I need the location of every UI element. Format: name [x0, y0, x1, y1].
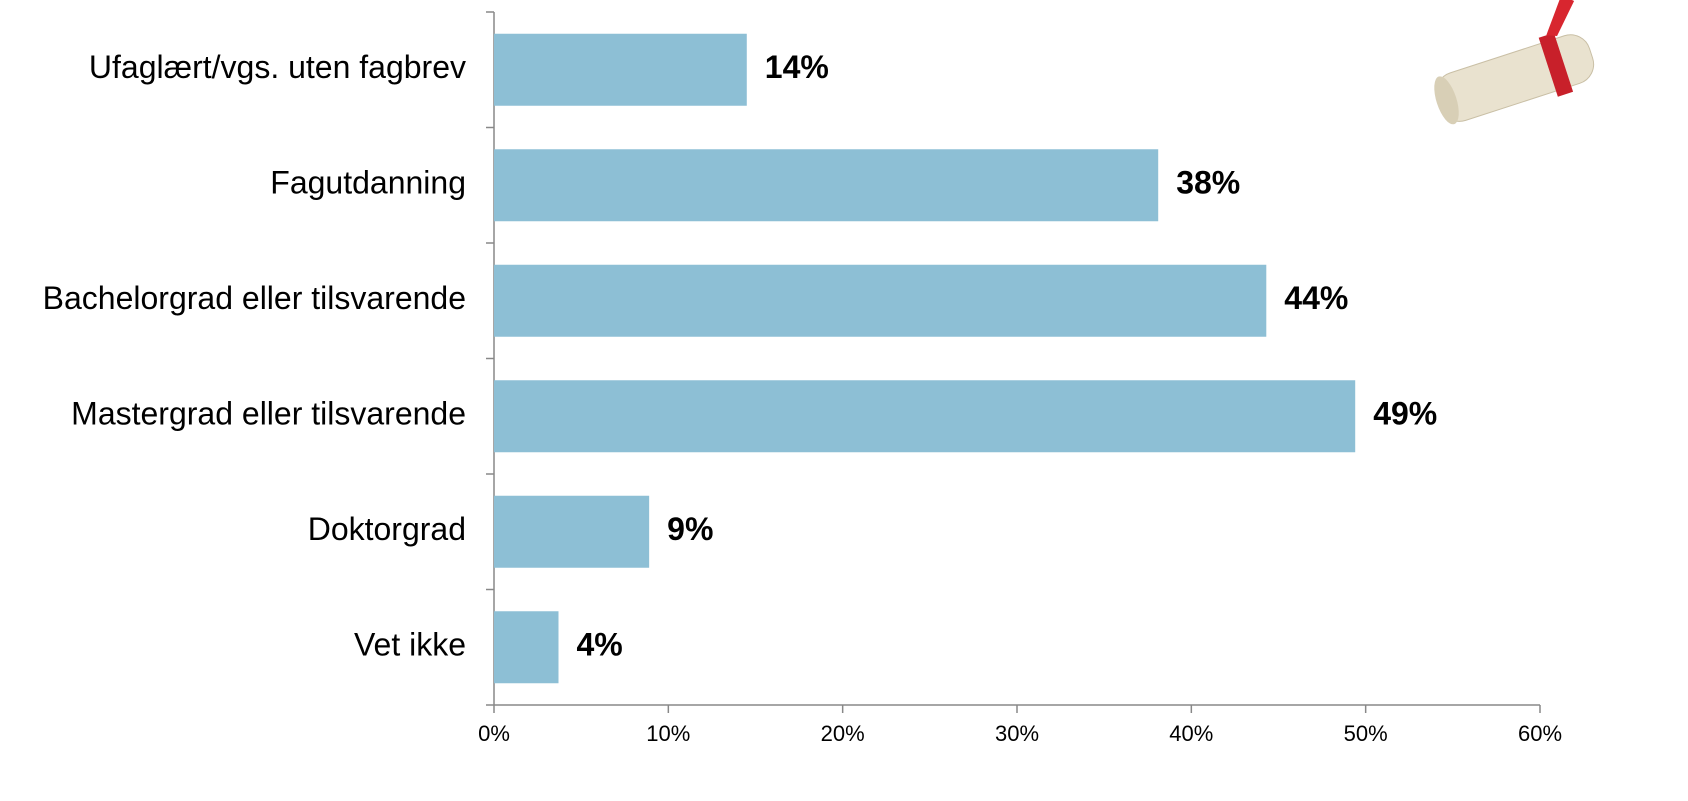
bar: [494, 149, 1159, 222]
value-label: 44%: [1284, 280, 1348, 316]
category-label: Bachelorgrad eller tilsvarende: [43, 280, 466, 316]
bar: [494, 33, 747, 106]
x-tick-label: 40%: [1169, 721, 1213, 746]
x-tick-label: 20%: [821, 721, 865, 746]
bar: [494, 264, 1267, 337]
x-tick-label: 50%: [1344, 721, 1388, 746]
category-label: Vet ikke: [354, 627, 466, 663]
diploma-icon: [1434, 0, 1595, 125]
value-label: 14%: [765, 49, 829, 85]
value-label: 4%: [577, 627, 623, 663]
category-label: Fagutdanning: [270, 165, 466, 201]
x-tick-label: 10%: [646, 721, 690, 746]
value-label: 38%: [1176, 165, 1240, 201]
bar: [494, 380, 1356, 453]
x-tick-label: 30%: [995, 721, 1039, 746]
category-label: Mastergrad eller tilsvarende: [71, 396, 466, 432]
x-tick-label: 0%: [478, 721, 510, 746]
value-label: 49%: [1373, 396, 1437, 432]
category-label: Doktorgrad: [308, 511, 466, 547]
bar: [494, 611, 559, 684]
category-label: Ufaglært/vgs. uten fagbrev: [89, 49, 466, 85]
value-label: 9%: [667, 511, 713, 547]
x-tick-label: 60%: [1518, 721, 1562, 746]
bar: [494, 495, 650, 568]
